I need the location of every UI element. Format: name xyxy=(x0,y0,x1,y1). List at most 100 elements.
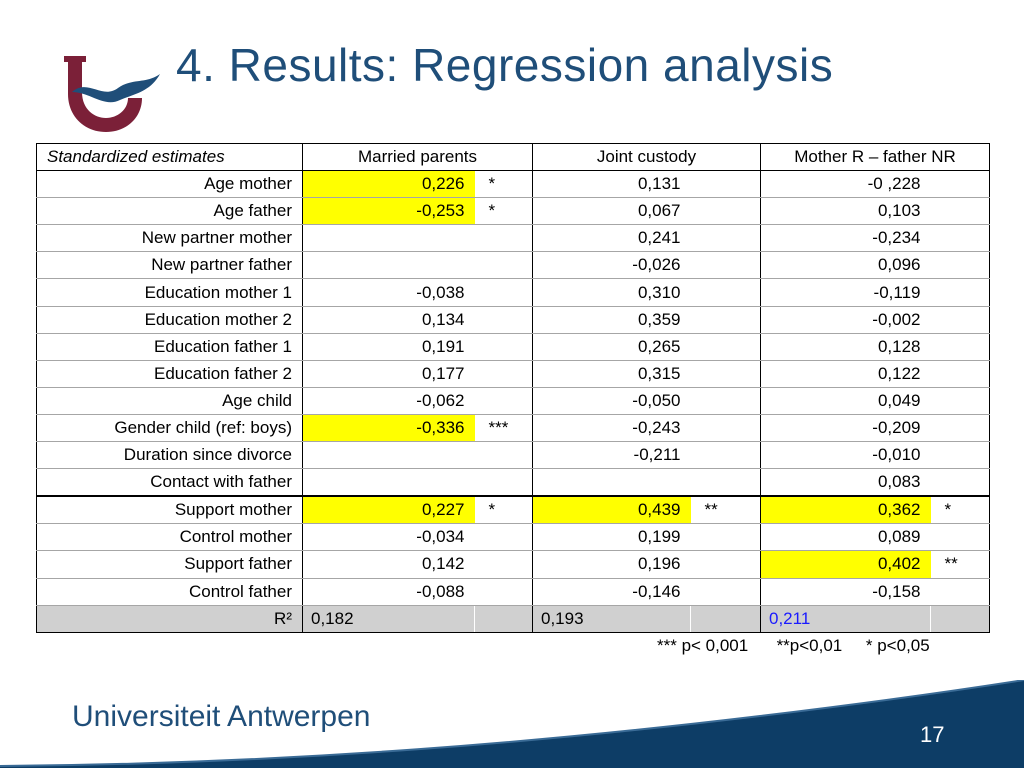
row-significance-col3 xyxy=(930,387,990,415)
footnote-p001: *** p< 0,001 xyxy=(657,636,749,655)
row-value-col3: -0,158 xyxy=(760,578,931,606)
row-significance-col2 xyxy=(690,278,761,307)
row-value-col1: 0,142 xyxy=(302,550,475,579)
r-squared-blank-col2 xyxy=(690,604,761,633)
row-significance-col2 xyxy=(690,578,761,606)
row-value-col2: 0,359 xyxy=(532,306,691,334)
row-label: Age mother xyxy=(36,170,303,199)
footnote-p01: **p<0,01 xyxy=(776,636,843,655)
row-significance-col3 xyxy=(930,333,990,361)
row-value-col3: 0,128 xyxy=(760,333,931,361)
row-label: Gender child (ref: boys) xyxy=(36,414,303,443)
table-row: New partner father -0,026 0,096 xyxy=(36,251,990,280)
row-value-col2: 0,439 xyxy=(532,495,691,525)
r-squared-label: R² xyxy=(36,604,303,633)
row-value-col2 xyxy=(532,468,691,497)
row-value-col3: -0,119 xyxy=(760,278,931,307)
row-label: Duration since divorce xyxy=(36,441,303,470)
row-value-col1: -0,336 xyxy=(302,414,475,443)
row-significance-col1: * xyxy=(474,170,533,199)
row-value-col1: 0,227 xyxy=(302,495,475,525)
row-significance-col1 xyxy=(474,441,533,470)
row-value-col1: 0,191 xyxy=(302,333,475,361)
row-significance-col1 xyxy=(474,333,533,361)
row-significance-col2: ** xyxy=(690,495,761,525)
r-squared-row: R² 0,182 0,193 0,211 xyxy=(36,604,990,633)
table-row: Education father 1 0,191 0,265 0,128 xyxy=(36,333,990,361)
row-value-col3: 0,122 xyxy=(760,360,931,388)
row-significance-col3 xyxy=(930,578,990,606)
r-squared-value-col3: 0,211 xyxy=(760,604,931,633)
row-value-col2: 0,067 xyxy=(532,197,691,226)
row-value-col3: 0,402 xyxy=(760,550,931,579)
row-significance-col2 xyxy=(690,523,761,552)
row-value-col1 xyxy=(302,251,475,280)
table-row: Contact with father 0,083 xyxy=(36,468,990,497)
row-significance-col2 xyxy=(690,306,761,334)
row-label: Support father xyxy=(36,550,303,579)
row-value-col1 xyxy=(302,441,475,470)
row-value-col3: -0,002 xyxy=(760,306,931,334)
row-significance-col1 xyxy=(474,523,533,552)
row-significance-col3 xyxy=(930,170,990,199)
row-value-col2: -0,050 xyxy=(532,387,691,415)
row-significance-col2 xyxy=(690,387,761,415)
row-value-col3: 0,049 xyxy=(760,387,931,415)
row-label: Support mother xyxy=(36,495,303,525)
table-row: Age mother 0,226 * 0,131 -0 ,228 xyxy=(36,170,990,199)
table-row: Support father 0,142 0,196 0,402 ** xyxy=(36,550,990,579)
table-row: Gender child (ref: boys) -0,336 *** -0,243 -… xyxy=(36,414,990,443)
row-value-col1: -0,062 xyxy=(302,387,475,415)
row-value-col3: -0,209 xyxy=(760,414,931,443)
row-label: Age father xyxy=(36,197,303,226)
row-value-col2: -0,211 xyxy=(532,441,691,470)
row-value-col2: 0,131 xyxy=(532,170,691,199)
row-significance-col1 xyxy=(474,550,533,579)
row-significance-col3: ** xyxy=(930,550,990,579)
row-value-col1: -0,088 xyxy=(302,578,475,606)
row-significance-col2 xyxy=(690,333,761,361)
row-value-col1: -0,038 xyxy=(302,278,475,307)
row-value-col2: 0,241 xyxy=(532,224,691,253)
table-row: Control father -0,088 -0,146 -0,158 xyxy=(36,578,990,606)
row-value-col3: -0,234 xyxy=(760,224,931,253)
table-row: Age father -0,253 * 0,067 0,103 xyxy=(36,197,990,226)
row-label: Education mother 1 xyxy=(36,278,303,307)
row-value-col3: 0,096 xyxy=(760,251,931,280)
row-significance-col1 xyxy=(474,387,533,415)
row-significance-col1: * xyxy=(474,197,533,226)
row-significance-col2 xyxy=(690,224,761,253)
regression-table: Standardized estimates Married parents J… xyxy=(36,142,990,633)
row-label: Contact with father xyxy=(36,468,303,497)
row-significance-col3 xyxy=(930,251,990,280)
row-label: New partner mother xyxy=(36,224,303,253)
row-significance-col3 xyxy=(930,468,990,497)
row-significance-col3 xyxy=(930,523,990,552)
row-significance-col1 xyxy=(474,468,533,497)
row-significance-col2 xyxy=(690,468,761,497)
row-value-col1: -0,253 xyxy=(302,197,475,226)
row-label: Education father 2 xyxy=(36,360,303,388)
r-squared-value-col2: 0,193 xyxy=(532,604,691,633)
header-married-parents: Married parents xyxy=(302,142,533,172)
row-significance-col3 xyxy=(930,306,990,334)
table-row: Education mother 2 0,134 0,359 -0,002 xyxy=(36,306,990,334)
footer-band xyxy=(0,680,1024,768)
table-row: Age child -0,062 -0,050 0,049 xyxy=(36,387,990,415)
r-squared-blank-col1 xyxy=(474,604,533,633)
header-standardized-estimates: Standardized estimates xyxy=(36,142,303,172)
row-label: Control father xyxy=(36,578,303,606)
row-significance-col1: *** xyxy=(474,414,533,443)
row-significance-col3 xyxy=(930,278,990,307)
row-value-col2: -0,146 xyxy=(532,578,691,606)
row-value-col2: 0,196 xyxy=(532,550,691,579)
footnote-p05: * p<0,05 xyxy=(865,636,930,655)
logo-u-shape xyxy=(68,58,142,132)
page-number: 17 xyxy=(920,722,945,747)
row-significance-col2 xyxy=(690,197,761,226)
table-row: Control mother -0,034 0,199 0,089 xyxy=(36,523,990,552)
logo-left-bar xyxy=(64,56,86,62)
row-significance-col2 xyxy=(690,251,761,280)
row-value-col3: -0,010 xyxy=(760,441,931,470)
significance-footnote: *** p< 0,001 **p<0,01 * p<0,05 xyxy=(657,636,930,656)
